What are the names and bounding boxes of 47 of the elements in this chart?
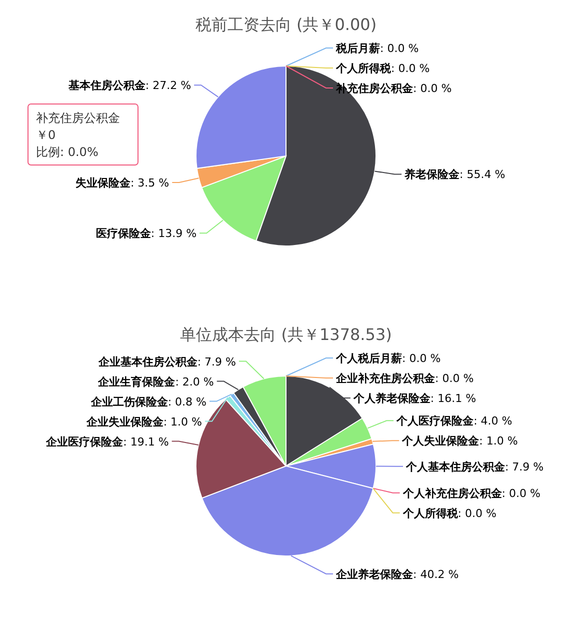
slice-label: 企业工伤保险金 <box>90 395 169 408</box>
data-label: : 19.1 % <box>123 435 169 448</box>
data-label: : 2.0 % <box>175 375 214 388</box>
data-label: : 4.0 % <box>474 414 512 428</box>
data-label: : 27.2 % <box>145 79 192 92</box>
legend-label: 个人所得税 <box>335 62 392 75</box>
slice-label: 失业保险金 <box>75 176 132 190</box>
text: : 0.0 % <box>458 506 496 520</box>
data-label: : 7.9 % <box>197 355 236 368</box>
slice-label: 企业养老保险金 <box>335 568 414 581</box>
data-label: : 40.2 % <box>413 568 459 581</box>
data-label: : 1.0 % <box>479 434 518 448</box>
slice-label: 个人基本住房公积金 <box>405 460 506 474</box>
slice-label: 个人失业保险金 <box>401 434 480 448</box>
chart-title: 单位成本去向 (共￥1378.53) <box>180 325 392 344</box>
data-label: : 0.8 % <box>168 395 206 408</box>
slice-label: 个人养老保险金 <box>352 392 432 405</box>
data-label: : 3.5 % <box>130 176 170 190</box>
data-label: : 55.4 % <box>460 168 506 182</box>
text: : 0.0 % <box>391 62 430 75</box>
text: ￥0 <box>36 128 56 142</box>
text: : 0.0 % <box>402 352 441 365</box>
slice-label: 企业医疗保险金 <box>45 435 124 448</box>
category-label: 个人税后月薪 <box>336 352 402 365</box>
text: 补充住房公积金 <box>36 111 120 125</box>
slice-label: 基本住房公积金 <box>67 79 146 92</box>
slice-label: 企业失业保险金 <box>85 415 164 428</box>
text: : 0.0 % <box>435 372 474 385</box>
text: : 0.0 % <box>380 42 419 55</box>
slice-label: 医疗保险金 <box>96 227 152 240</box>
legend-label: 个人补充住房公积金 <box>402 486 503 500</box>
category-label: 补充住房公积金 <box>336 82 413 95</box>
data-label: : 16.1 % <box>430 392 476 405</box>
legend-label: 企业补充住房公积金 <box>335 372 436 385</box>
text: : 0.0 % <box>413 82 452 95</box>
chart-title: 税前工资去向 (共￥0.00) <box>195 15 377 34</box>
category-label: 税后月薪 <box>336 42 380 55</box>
text: : 0.0 % <box>502 486 540 500</box>
category-label: 个人所得税 <box>402 506 458 520</box>
slice-label: 养老保险金 <box>404 168 461 182</box>
data-label: : 13.9 % <box>150 227 197 240</box>
text: 比例: 0.0% <box>36 145 98 159</box>
data-label: : 7.9 % <box>505 460 544 474</box>
slice-label: 企业生育保险金 <box>97 375 176 388</box>
slice-label: 企业基本住房公积金 <box>97 355 198 368</box>
data-label: : 1.0 % <box>163 415 202 428</box>
slice-label: 个人医疗保险金 <box>396 414 475 428</box>
